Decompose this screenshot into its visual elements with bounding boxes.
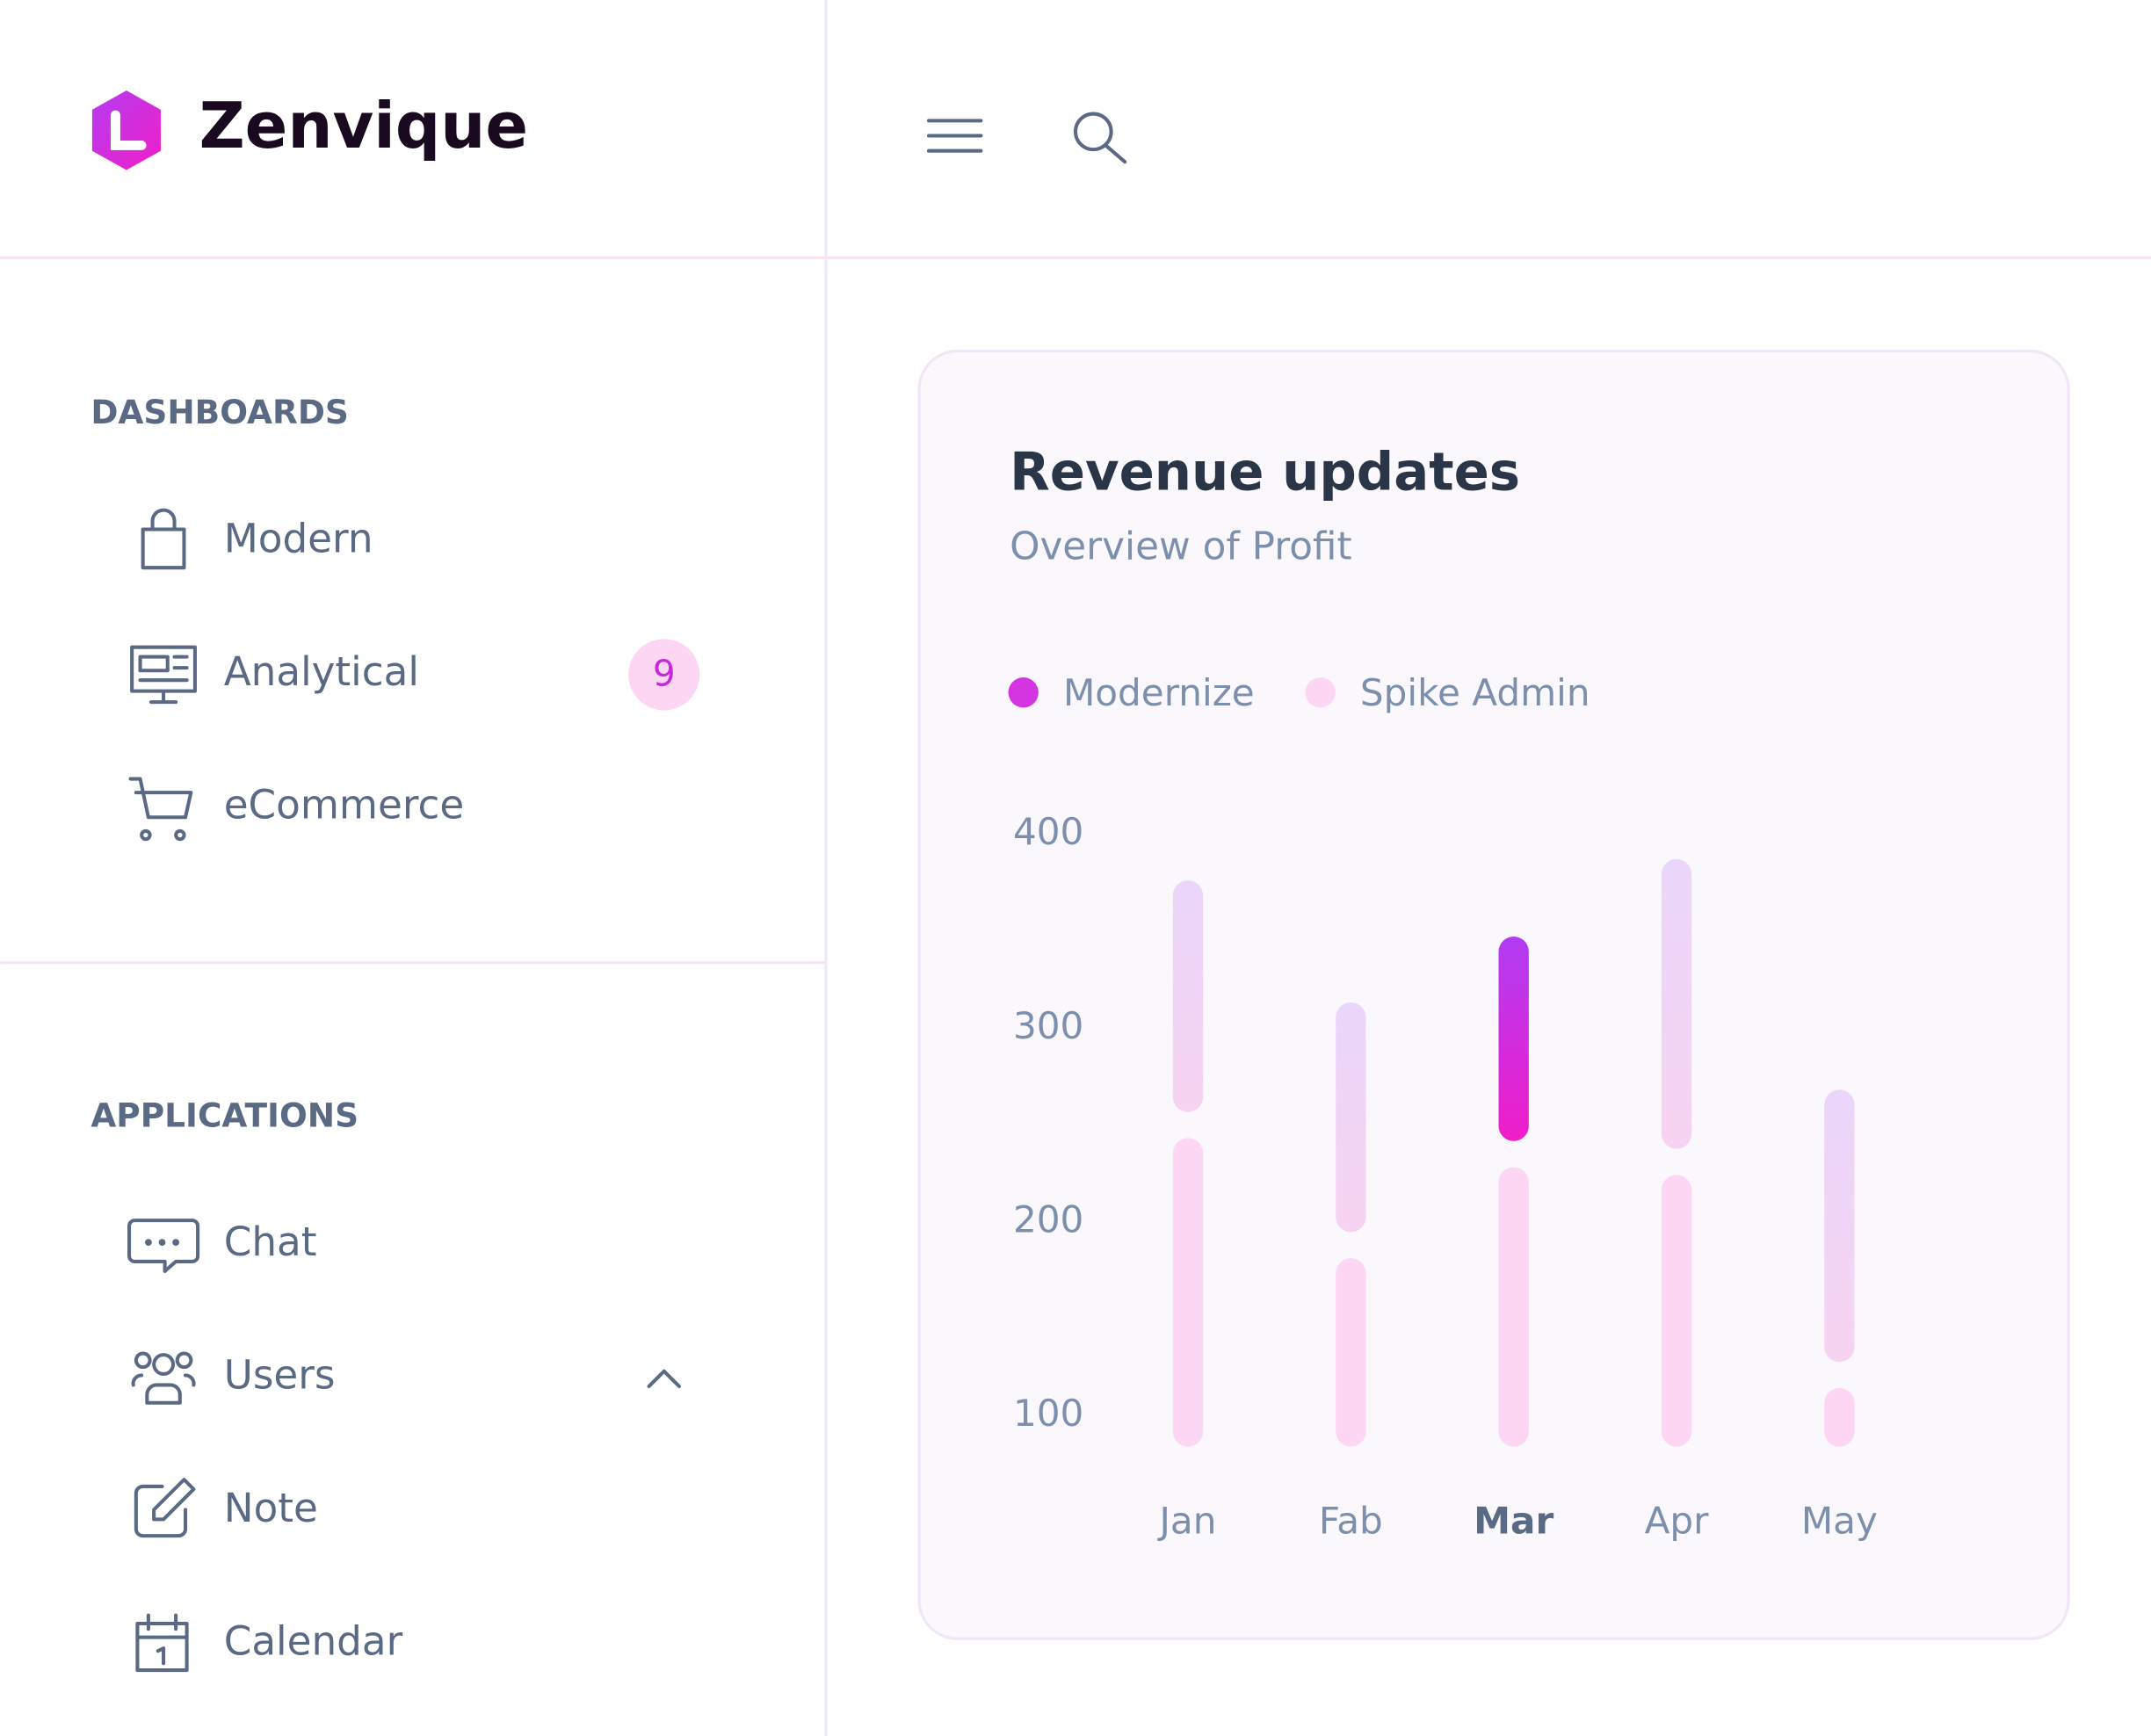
search-button[interactable] [1073, 112, 1127, 164]
bar-segment [1661, 1175, 1692, 1447]
y-tick-label: 400 [1013, 810, 1083, 853]
nav-label: Note [224, 1485, 318, 1531]
bar-segment [1661, 858, 1692, 1149]
bar-segment [1824, 1089, 1855, 1363]
y-tick-label: 200 [1013, 1197, 1083, 1241]
nav-label: Analytical [224, 648, 419, 695]
nav-item[interactable]: Chat [127, 1219, 317, 1273]
legend-marker [1008, 677, 1039, 708]
chart-subtitle: Overview of Profit [1010, 524, 1352, 568]
section-title: DASHBOARDS [91, 393, 349, 431]
nav-label: Calendar [224, 1617, 403, 1664]
badge-count: 9 [653, 652, 676, 694]
brand-name: Zenvique [199, 89, 528, 163]
bar-segment [1336, 1002, 1366, 1233]
nav-item[interactable]: Analytical 9 [130, 639, 700, 711]
bar-segment [1498, 937, 1529, 1141]
nav-label: eCommerce [224, 781, 464, 828]
bar-segment [1824, 1387, 1855, 1447]
chevron[interactable] [647, 1369, 681, 1389]
x-tick-label: Mar [1474, 1500, 1554, 1543]
chart: Modernize Spike Admin 100 200 300 400 Jan Fab Ma… [1008, 671, 1878, 1543]
x-tick-label: Apr [1645, 1500, 1710, 1543]
legend-label: Spike Admin [1360, 671, 1590, 714]
logo-icon [91, 90, 161, 170]
logo-glyph [110, 110, 147, 150]
bar-segment [1498, 1167, 1529, 1447]
nav-label: Chat [224, 1219, 317, 1265]
x-tick-label: May [1801, 1500, 1878, 1543]
legend-label: Modernize [1063, 671, 1255, 714]
x-tick-label: Jan [1157, 1500, 1217, 1543]
badge [628, 639, 700, 711]
nav-label: Users [224, 1352, 336, 1399]
nav-label: Modern [224, 516, 373, 562]
bar-segment [1172, 1138, 1204, 1447]
menu-toggle[interactable] [926, 119, 983, 153]
bar-segment [1172, 880, 1204, 1112]
legend-marker [1305, 677, 1336, 708]
nav-item[interactable]: Users [131, 1351, 681, 1405]
chart-card [917, 350, 2070, 1640]
nav-item[interactable]: eCommerce [128, 777, 465, 842]
chart-title: Revenue updates [1010, 442, 1520, 503]
x-tick-label: Fab [1319, 1500, 1383, 1543]
nav-item[interactable]: Modern [141, 508, 373, 570]
y-tick-label: 300 [1013, 1004, 1083, 1047]
nav-item[interactable]: Calendar [135, 1613, 403, 1673]
section-title: APPLICATIONS [91, 1096, 358, 1135]
nav-item[interactable]: Note [134, 1478, 318, 1538]
logo[interactable]: Zenvique [91, 89, 528, 170]
y-tick-label: 100 [1013, 1392, 1083, 1435]
bar-segment [1336, 1258, 1366, 1447]
